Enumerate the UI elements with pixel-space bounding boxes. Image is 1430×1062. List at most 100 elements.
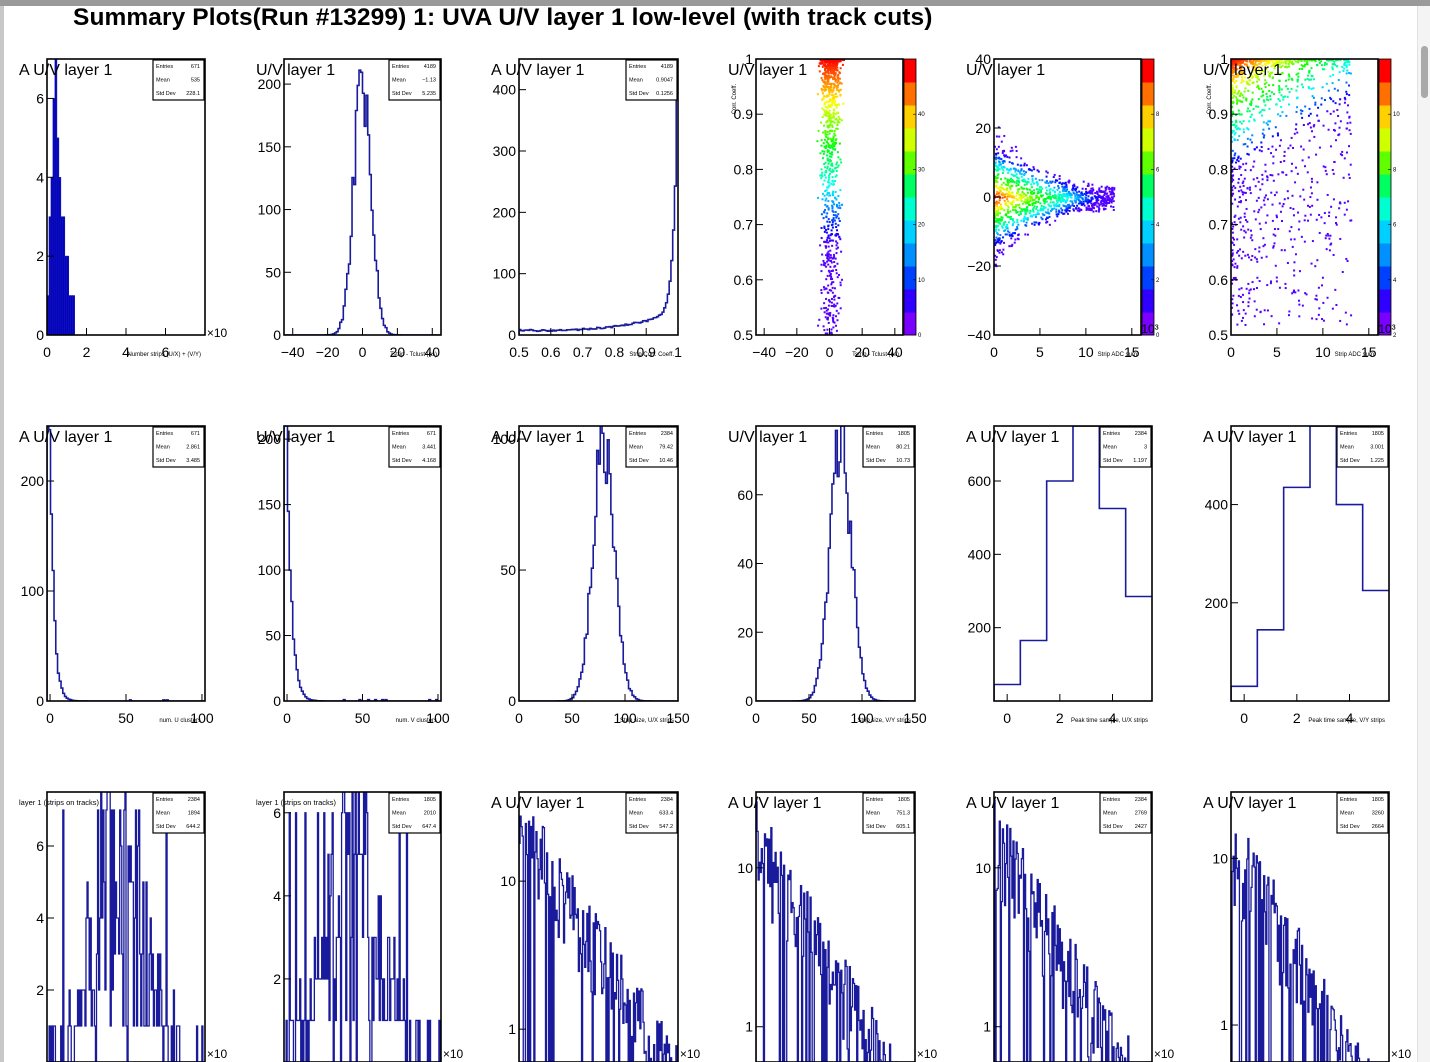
heatmap-point bbox=[829, 259, 832, 262]
heatmap-point bbox=[827, 59, 830, 62]
heatmap-point bbox=[832, 319, 835, 322]
heatmap-point bbox=[1295, 166, 1298, 169]
scrollbar-thumb[interactable] bbox=[1421, 46, 1428, 98]
heatmap-point bbox=[1069, 196, 1072, 199]
x-tick-label: 0 bbox=[359, 344, 367, 360]
palette-cell bbox=[1142, 220, 1154, 244]
heatmap-point bbox=[827, 284, 830, 287]
heatmap-point bbox=[1287, 78, 1290, 81]
heatmap-point bbox=[1091, 183, 1094, 186]
heatmap-point bbox=[837, 194, 840, 197]
heatmap-point bbox=[1031, 193, 1034, 196]
heatmap-point bbox=[824, 67, 827, 70]
heatmap-point bbox=[838, 117, 841, 120]
heatmap-point bbox=[826, 328, 829, 331]
plot-area bbox=[284, 69, 441, 335]
heatmap-point bbox=[1260, 206, 1263, 209]
heatmap-point bbox=[835, 169, 838, 172]
heatmap-point bbox=[1054, 204, 1057, 207]
heatmap-point bbox=[1039, 209, 1042, 212]
heatmap-point bbox=[1254, 73, 1257, 76]
heatmap-point bbox=[820, 289, 823, 292]
heatmap-point bbox=[1271, 219, 1274, 222]
heatmap-point bbox=[1081, 193, 1084, 196]
heatmap-point bbox=[836, 124, 839, 127]
heatmap-point bbox=[1017, 177, 1020, 180]
heatmap-point bbox=[831, 269, 834, 272]
heatmap-point bbox=[1278, 202, 1281, 205]
heatmap-point bbox=[1270, 191, 1273, 194]
heatmap-point bbox=[1024, 202, 1027, 205]
heatmap-point bbox=[1049, 191, 1052, 194]
heatmap-point bbox=[994, 168, 997, 171]
heatmap-point bbox=[827, 224, 830, 227]
heatmap-point bbox=[834, 265, 837, 268]
heatmap-point bbox=[1269, 95, 1272, 98]
heatmap-point bbox=[825, 75, 828, 78]
heatmap-point bbox=[1248, 83, 1251, 86]
heatmap-point bbox=[823, 230, 826, 233]
heatmap-point bbox=[1266, 95, 1269, 98]
heatmap-point bbox=[1082, 180, 1085, 183]
heatmap-point bbox=[827, 218, 830, 221]
heatmap-point bbox=[1078, 210, 1081, 213]
heatmap-point bbox=[1000, 186, 1003, 189]
heatmap-point bbox=[1057, 185, 1060, 188]
heatmap-point bbox=[829, 272, 832, 275]
heatmap-point bbox=[826, 257, 829, 260]
heatmap-point bbox=[1310, 78, 1313, 81]
heatmap-point bbox=[829, 113, 832, 116]
heatmap-point bbox=[1040, 204, 1043, 207]
heatmap-point bbox=[1309, 213, 1312, 216]
heatmap-point bbox=[1007, 230, 1010, 233]
heatmap-point bbox=[1097, 210, 1100, 213]
heatmap-point bbox=[1300, 59, 1303, 62]
heatmap-point bbox=[1231, 186, 1234, 189]
vertical-scrollbar[interactable] bbox=[1417, 6, 1430, 1062]
heatmap-point bbox=[839, 238, 842, 241]
heatmap-point bbox=[1008, 179, 1011, 182]
heatmap-point bbox=[1314, 298, 1317, 301]
heatmap-point bbox=[1263, 323, 1266, 326]
heatmap-point bbox=[837, 213, 840, 216]
heatmap-point bbox=[1092, 189, 1095, 192]
heatmap-point bbox=[1263, 109, 1266, 112]
heatmap-point bbox=[1237, 74, 1240, 77]
heatmap-point bbox=[1240, 59, 1243, 62]
heatmap-point bbox=[1344, 59, 1347, 62]
heatmap-point bbox=[1327, 234, 1330, 237]
heatmap-point bbox=[1273, 66, 1276, 69]
heatmap-point bbox=[1246, 220, 1249, 223]
heatmap-point bbox=[1258, 69, 1261, 72]
heatmap-point bbox=[996, 240, 999, 243]
heatmap-point bbox=[1231, 140, 1234, 143]
heatmap-point bbox=[830, 153, 833, 156]
heatmap-point bbox=[1009, 194, 1012, 197]
heatmap-point bbox=[1051, 195, 1054, 198]
heatmap-point bbox=[1270, 91, 1273, 94]
heatmap-point bbox=[1090, 198, 1093, 201]
heatmap-point bbox=[830, 283, 833, 286]
plot-area bbox=[994, 426, 1152, 701]
heatmap-point bbox=[1091, 197, 1094, 200]
heatmap-point bbox=[1081, 197, 1084, 200]
heatmap-point bbox=[840, 250, 843, 253]
plot-area bbox=[756, 801, 915, 1062]
heatmap-point bbox=[1045, 170, 1048, 173]
heatmap-point bbox=[1076, 209, 1079, 212]
heatmap-point bbox=[1273, 228, 1276, 231]
heatmap-point bbox=[828, 169, 831, 172]
x-tick-label: 0 bbox=[752, 710, 760, 726]
heatmap-point bbox=[1308, 78, 1311, 81]
heatmap-point bbox=[1234, 161, 1237, 164]
heatmap-point bbox=[828, 172, 831, 175]
heatmap-point bbox=[1308, 59, 1311, 62]
heatmap-point bbox=[1094, 201, 1097, 204]
heatmap-point bbox=[819, 244, 822, 247]
heatmap-point bbox=[1069, 205, 1072, 208]
heatmap-point bbox=[833, 255, 836, 258]
heatmap-point bbox=[824, 130, 827, 133]
heatmap-point bbox=[1240, 113, 1243, 116]
heatmap-point bbox=[1241, 316, 1244, 319]
heatmap-point bbox=[1034, 177, 1037, 180]
